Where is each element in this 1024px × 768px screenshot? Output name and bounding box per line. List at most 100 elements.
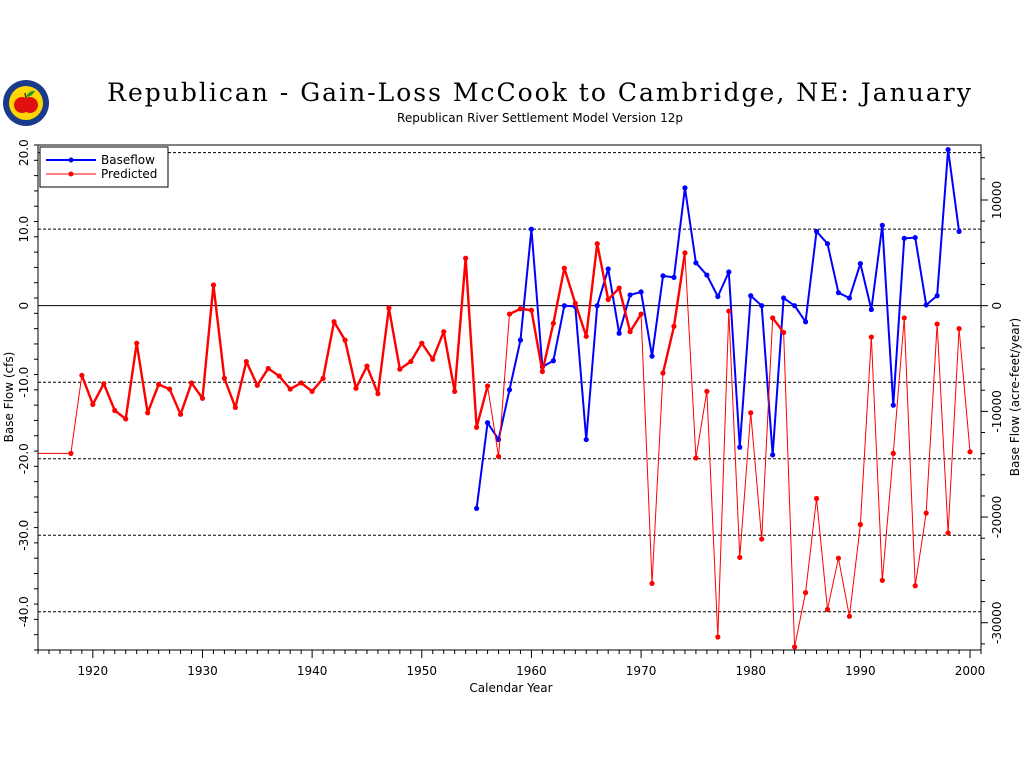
data-point (550, 320, 556, 326)
series-segment (256, 367, 270, 387)
apple-seal-icon (3, 80, 49, 126)
data-point (123, 416, 129, 422)
data-point (364, 363, 370, 369)
x-tick-label: 1970 (626, 664, 657, 678)
series-segment (146, 383, 160, 415)
series-segment (804, 230, 818, 323)
series-segment (816, 498, 828, 610)
data-point (166, 386, 173, 392)
data-point (474, 424, 480, 430)
data-point (517, 306, 524, 312)
data-point (781, 295, 787, 301)
data-point (572, 300, 578, 306)
data-point (101, 381, 107, 387)
data-point (868, 334, 874, 340)
data-point (506, 387, 513, 393)
series-segment (365, 364, 380, 395)
data-point (846, 295, 853, 301)
data-point (923, 302, 929, 308)
series-segment (442, 330, 456, 393)
series-segment (475, 421, 489, 510)
series-segment (760, 304, 774, 456)
series-segment (606, 286, 621, 301)
series-segment (278, 374, 292, 391)
data-point (112, 407, 118, 414)
series-segment (354, 364, 369, 390)
data-point (221, 375, 228, 381)
series-segment (794, 592, 807, 648)
series-segment (245, 360, 259, 387)
data-point (594, 241, 600, 247)
data-point (704, 272, 710, 278)
data-point (583, 436, 589, 443)
series-segment (201, 283, 215, 400)
data-point (890, 450, 896, 456)
data-point (923, 510, 929, 516)
series-segment (487, 385, 500, 457)
x-tick-label: 1950 (407, 664, 438, 678)
data-point (890, 402, 896, 408)
x-tick-label: 2000 (955, 664, 986, 678)
data-point (463, 255, 469, 261)
data-point (430, 356, 436, 362)
y2-tick-label: 0 (990, 302, 1004, 310)
data-point (748, 410, 754, 416)
series-segment (530, 309, 544, 373)
y2-tick-label: 10000 (990, 181, 1004, 219)
data-point (813, 228, 820, 235)
series-segment (190, 381, 204, 400)
series-segment (661, 325, 676, 375)
series-segment (793, 304, 807, 323)
series-segment (124, 341, 138, 421)
data-point (375, 391, 381, 397)
series-segment (672, 251, 687, 328)
series-segment (420, 341, 434, 361)
y2-tick-label: -10000 (990, 390, 1004, 433)
legend-baseflow-label: Baseflow (101, 153, 155, 167)
data-point (737, 444, 743, 450)
data-point (627, 329, 633, 335)
data-point (868, 306, 874, 313)
data-point (660, 273, 666, 279)
series-segment (574, 305, 588, 441)
logo-apple-right (22, 97, 38, 113)
series-segment (332, 320, 347, 342)
y2-tick-label: -20000 (990, 496, 1004, 539)
x-tick-label: 1990 (845, 664, 876, 678)
series-segment (705, 274, 719, 298)
data-point (353, 385, 359, 391)
series-segment (179, 381, 193, 416)
data-point (660, 370, 666, 376)
data-point (210, 282, 217, 288)
series-segment (234, 360, 248, 409)
series-segment (168, 387, 182, 416)
data-point (835, 555, 842, 561)
data-point (835, 290, 842, 296)
data-point (770, 452, 776, 458)
series-segment (223, 377, 237, 409)
series-segment (672, 186, 686, 279)
data-point (802, 319, 809, 325)
data-point (539, 368, 545, 375)
data-point (693, 455, 699, 461)
y2-tick-label: -30000 (990, 601, 1004, 644)
series-segment (826, 557, 839, 610)
data-point (594, 303, 600, 309)
series-segment (805, 498, 818, 594)
data-point (638, 311, 644, 317)
data-point (682, 185, 688, 191)
y2-axis-title: Base Flow (acre-feet/year) (1008, 318, 1022, 476)
series-segment (936, 323, 949, 534)
data-point (528, 226, 535, 232)
series-segment (859, 336, 872, 526)
data-point (298, 380, 304, 386)
series-segment (651, 274, 665, 358)
series-segment (498, 313, 510, 457)
series-segment (750, 412, 763, 540)
series-segment (640, 290, 654, 358)
series-segment (914, 236, 928, 306)
y-tick-label: -20.0 (17, 443, 31, 474)
tick-layer: 20.0 10.0 0 -10.0 -20.0 -30.0 -40.0 10000 0 -1000… (17, 139, 1004, 678)
x-tick-label: 1940 (297, 664, 328, 678)
series-segment (574, 302, 588, 338)
